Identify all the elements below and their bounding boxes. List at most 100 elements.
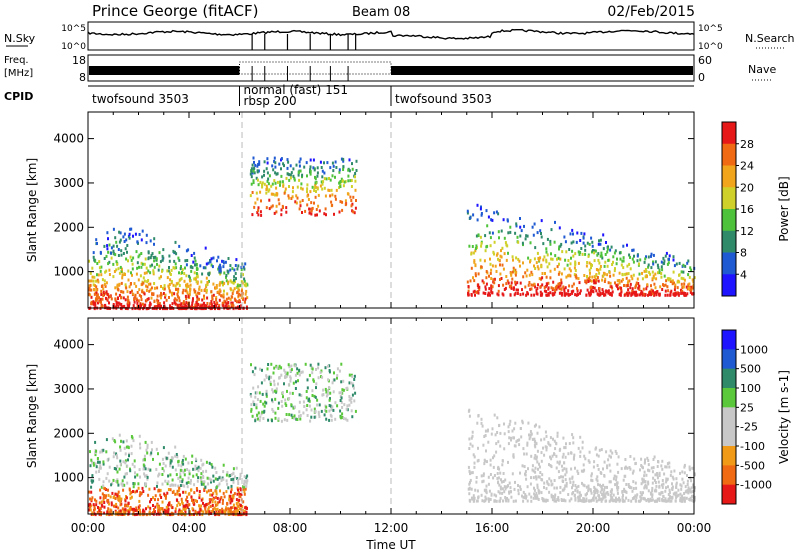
- power-cell: [497, 289, 500, 293]
- power-cell: [514, 280, 517, 284]
- power-cell: [96, 262, 99, 265]
- vel-cell: [680, 487, 683, 491]
- power-cell: [592, 279, 595, 283]
- power-cell: [595, 273, 598, 277]
- vel-cell: [298, 415, 300, 418]
- vel-cell: [521, 419, 524, 423]
- power-cell: [153, 237, 156, 241]
- power-cell: [171, 302, 174, 306]
- vel-cell: [298, 400, 301, 404]
- vel-cell: [327, 364, 329, 368]
- vel-cell: [153, 508, 155, 511]
- power-cell: [123, 304, 126, 308]
- vel-cell: [546, 498, 549, 502]
- power-cell: [321, 175, 324, 179]
- power-cell: [484, 287, 487, 291]
- vel-cell: [683, 465, 686, 469]
- power-cell: [112, 249, 115, 253]
- power-cell: [162, 292, 165, 295]
- vel-cell: [340, 380, 343, 384]
- vel-cell: [517, 488, 520, 492]
- vel-cell: [115, 492, 118, 496]
- vel-cell: [148, 487, 151, 491]
- vel-cell: [96, 511, 99, 514]
- power-cell: [91, 266, 94, 270]
- vel-cell: [495, 450, 498, 454]
- vel-cell: [679, 492, 682, 496]
- vel-cell: [536, 431, 539, 435]
- power-cell: [349, 195, 352, 199]
- power-cell: [112, 244, 115, 248]
- power-cell: [287, 196, 290, 200]
- power-cell: [220, 294, 223, 298]
- power-cell: [300, 186, 302, 190]
- power-cell: [242, 265, 245, 269]
- vel-cell: [98, 501, 101, 505]
- power-cell: [641, 277, 644, 281]
- vel-cell: [305, 390, 308, 393]
- power-cell: [535, 261, 538, 265]
- power-cell: [176, 294, 179, 298]
- vel-cell: [102, 480, 105, 484]
- power-cell: [263, 160, 266, 164]
- power-cell: [259, 190, 262, 194]
- vel-cell: [159, 511, 162, 515]
- vel-cell: [287, 363, 290, 367]
- power-cell: [110, 297, 113, 301]
- power-cell: [119, 238, 122, 242]
- vel-cell: [675, 491, 678, 495]
- power-cell: [620, 290, 623, 294]
- power-cell: [155, 257, 158, 261]
- power-cell: [293, 176, 296, 180]
- vel-cell: [271, 398, 273, 402]
- power-cell: [120, 307, 123, 311]
- power-cell: [596, 253, 599, 257]
- power-cell: [158, 276, 161, 280]
- power-cell: [609, 248, 612, 252]
- vel-cell: [469, 472, 471, 476]
- power-cell: [503, 252, 506, 256]
- power-cell: [582, 236, 585, 240]
- power-cell: [325, 213, 327, 217]
- power-cell: [620, 286, 623, 290]
- colorbar-title: Velocity [m s-1]: [777, 370, 791, 464]
- power-cell: [243, 279, 246, 283]
- power-cell: [526, 234, 529, 238]
- vel-cell: [667, 485, 669, 489]
- vel-cell: [530, 432, 533, 436]
- vel-cell: [154, 494, 157, 498]
- power-cell: [647, 263, 650, 267]
- vel-cell: [232, 477, 235, 481]
- vel-cell: [482, 474, 485, 478]
- power-cell: [108, 301, 110, 305]
- power-cell: [89, 271, 92, 275]
- vel-cell: [229, 474, 232, 477]
- power-cell: [270, 184, 273, 188]
- vel-cell: [187, 492, 190, 496]
- vel-cell: [114, 440, 117, 444]
- vel-cell: [233, 492, 236, 496]
- power-cell: [680, 291, 683, 295]
- power-cell: [691, 278, 694, 282]
- vel-cell: [617, 470, 620, 474]
- power-cell: [516, 292, 519, 295]
- power-cell: [95, 285, 98, 289]
- vel-cell: [164, 496, 167, 500]
- vel-cell: [634, 481, 637, 485]
- power-cell: [339, 184, 342, 188]
- vel-cell: [208, 477, 211, 481]
- power-cell: [179, 267, 182, 271]
- power-cell: [666, 277, 669, 281]
- power-cell: [168, 254, 171, 258]
- vel-cell: [615, 452, 618, 455]
- vel-cell: [498, 491, 501, 495]
- power-cell: [218, 298, 221, 302]
- vel-cell: [137, 486, 140, 490]
- power-cell: [505, 275, 508, 278]
- vel-cell: [244, 487, 247, 491]
- power-cell: [650, 252, 653, 256]
- power-cell: [625, 272, 628, 276]
- power-cell: [638, 284, 641, 288]
- vel-cell: [350, 400, 353, 404]
- power-cell: [275, 172, 278, 176]
